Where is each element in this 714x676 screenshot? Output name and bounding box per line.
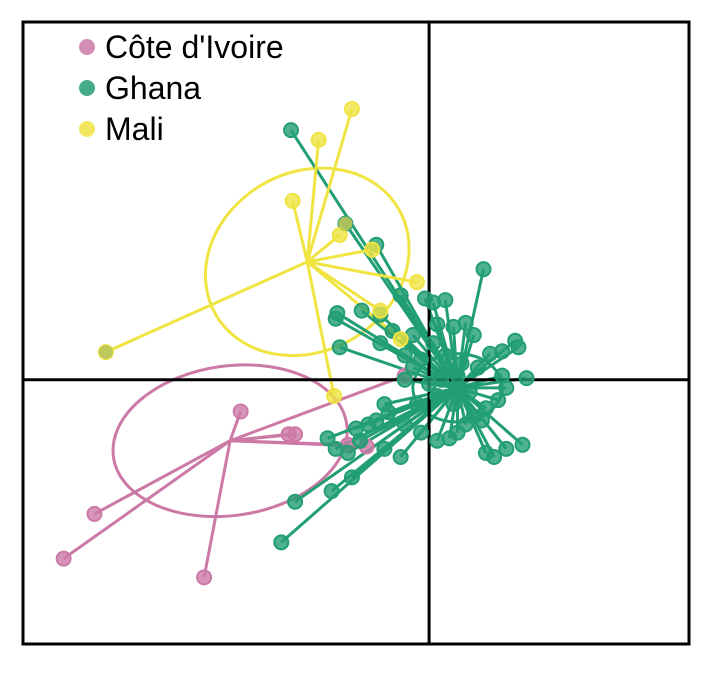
spoke-mali-9 <box>306 260 382 312</box>
point-ghana-10 <box>327 310 344 327</box>
legend-label-mali: Mali <box>105 111 164 147</box>
point-ghana-62 <box>461 383 478 400</box>
point-ghana-65 <box>323 483 340 500</box>
point-ghana-67 <box>273 534 290 551</box>
point-mali-5 <box>408 274 425 291</box>
point-ghana-52 <box>396 371 413 388</box>
spoke-mali-0 <box>305 108 354 263</box>
point-ghana-59 <box>429 388 446 405</box>
point-ghana-14 <box>457 314 474 331</box>
point-mali-9 <box>372 302 389 319</box>
axes-layer <box>21 20 691 646</box>
point-ghana-7 <box>437 292 454 309</box>
point-c-te-d-ivoire-1 <box>196 569 213 586</box>
point-ghana-48 <box>486 448 503 465</box>
point-ghana-15 <box>465 327 482 344</box>
point-mali-3 <box>331 227 348 244</box>
point-c-te-d-ivoire-2 <box>232 403 249 420</box>
spoke-mali-6 <box>105 260 308 354</box>
legend-label-cote-divoire: Côte d'Ivoire <box>105 29 284 65</box>
point-ghana-49 <box>498 440 515 457</box>
legend-label-ghana: Ghana <box>105 70 201 106</box>
spoke-c-te-d-ivoire-7 <box>229 374 406 443</box>
point-ghana-9 <box>353 302 370 319</box>
point-ghana-17 <box>510 339 527 356</box>
spoke-mali-4 <box>306 248 373 264</box>
spoke-mali-5 <box>306 260 418 284</box>
point-overlap-0 <box>338 216 353 231</box>
spoke-mali-2 <box>291 200 309 263</box>
point-ghana-37 <box>412 424 429 441</box>
point-ghana-45 <box>376 440 393 457</box>
point-ghana-20 <box>331 339 348 356</box>
point-ghana-57 <box>441 361 458 378</box>
spoke-c-te-d-ivoire-6 <box>62 439 231 560</box>
legend-item-cote-divoire: Côte d'Ivoire <box>79 29 284 65</box>
legend: Côte d'Ivoire Ghana Mali <box>79 29 284 147</box>
legend-marker-mali <box>79 121 95 137</box>
point-ghana-19 <box>482 345 499 362</box>
point-c-te-d-ivoire-0 <box>86 505 103 522</box>
point-c-te-d-ivoire-4 <box>287 426 304 443</box>
point-ghana-30 <box>490 392 507 409</box>
point-ghana-50 <box>514 436 531 453</box>
ellipse-c-te-d-ivoire <box>111 363 349 519</box>
point-ghana-29 <box>498 379 515 396</box>
point-ghana-58 <box>404 359 421 376</box>
legend-marker-cote-divoire <box>79 39 95 55</box>
spoke-mali-7 <box>305 261 336 397</box>
point-mali-8 <box>392 331 409 348</box>
point-ghana-21 <box>372 335 389 352</box>
point-ghana-4 <box>392 287 409 304</box>
point-overlap-1 <box>98 345 113 360</box>
point-ghana-69 <box>319 430 336 447</box>
spoke-c-te-d-ivoire-0 <box>93 439 231 516</box>
point-ghana-70 <box>348 420 364 437</box>
point-ghana-66 <box>287 493 304 510</box>
point-ghana-3 <box>475 261 492 278</box>
point-ghana-51 <box>473 412 490 429</box>
point-ghana-0 <box>283 122 300 139</box>
point-mali-1 <box>310 131 327 148</box>
legend-item-mali: Mali <box>79 111 164 147</box>
legend-item-ghana: Ghana <box>79 70 201 106</box>
point-mali-0 <box>343 100 360 117</box>
plot-frame <box>21 20 691 646</box>
point-mali-7 <box>326 388 343 405</box>
point-ghana-56 <box>425 335 442 352</box>
spoke-ghana-40 <box>384 386 458 406</box>
point-ghana-22 <box>396 347 413 364</box>
spoke-c-te-d-ivoire-1 <box>202 440 232 578</box>
spoke-mali-1 <box>305 139 321 262</box>
point-ghana-61 <box>408 396 425 413</box>
point-ghana-40 <box>376 396 393 413</box>
point-ghana-24 <box>437 347 454 364</box>
point-mali-4 <box>364 241 381 258</box>
point-ghana-12 <box>429 316 446 333</box>
spoke-mali-8 <box>306 260 402 341</box>
point-ghana-38 <box>396 416 413 433</box>
point-mali-2 <box>284 192 301 209</box>
point-ghana-44 <box>327 440 344 457</box>
legend-marker-ghana <box>79 80 95 96</box>
ellipse-mali <box>203 166 411 358</box>
point-c-te-d-ivoire-6 <box>55 550 72 567</box>
point-ghana-36 <box>429 432 446 449</box>
point-ghana-46 <box>392 448 409 465</box>
point-ghana-60 <box>445 396 462 413</box>
point-ghana-28 <box>518 370 535 387</box>
point-ghana-64 <box>343 469 360 486</box>
points-layer <box>55 100 535 586</box>
point-ghana-26 <box>469 359 486 376</box>
